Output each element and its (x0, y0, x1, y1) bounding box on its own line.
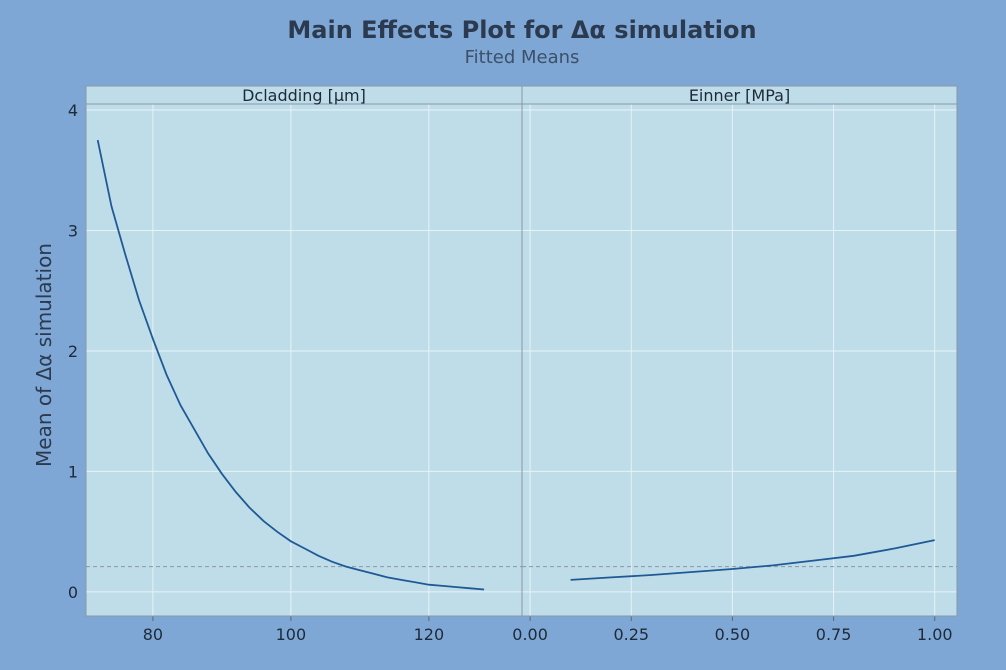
y-tick-label: 3 (68, 221, 78, 240)
x-tick-label: 0.25 (613, 625, 649, 644)
chart-subtitle: Fitted Means (465, 47, 580, 68)
y-tick-label: 0 (68, 583, 78, 602)
x-tick-label: 1.00 (917, 625, 953, 644)
plot-frame (85, 85, 958, 617)
x-tick-label: 0.00 (512, 625, 548, 644)
x-tick-label: 0.50 (715, 625, 751, 644)
panels: Dcladding [µm] 80 100 120 Einner [MPa] 0.00 0.… (86, 86, 957, 644)
panel-1: Dcladding [µm] 80 100 120 (86, 86, 522, 644)
y-tick-labels: 0 1 2 3 4 (68, 101, 78, 602)
y-tick-label: 2 (68, 342, 78, 361)
series-line (96, 139, 485, 591)
panel-2: Einner [MPa] 0.00 0.25 0.50 0.75 1.00 (512, 86, 957, 644)
y-axis-label: Mean of Δα simulation (32, 243, 56, 467)
y-tick-label: 1 (68, 462, 78, 481)
x-tick-label: 100 (276, 625, 307, 644)
chart-title: Main Effects Plot for Δα simulation (287, 16, 756, 44)
y-tick-label: 4 (68, 101, 78, 120)
x-tick-label: 80 (143, 625, 163, 644)
x-tick-label: 0.75 (816, 625, 852, 644)
series-line (570, 539, 935, 581)
x-tick-label: 120 (414, 625, 445, 644)
panel-label: Dcladding [µm] (242, 86, 366, 105)
panel-label: Einner [MPa] (689, 86, 790, 105)
